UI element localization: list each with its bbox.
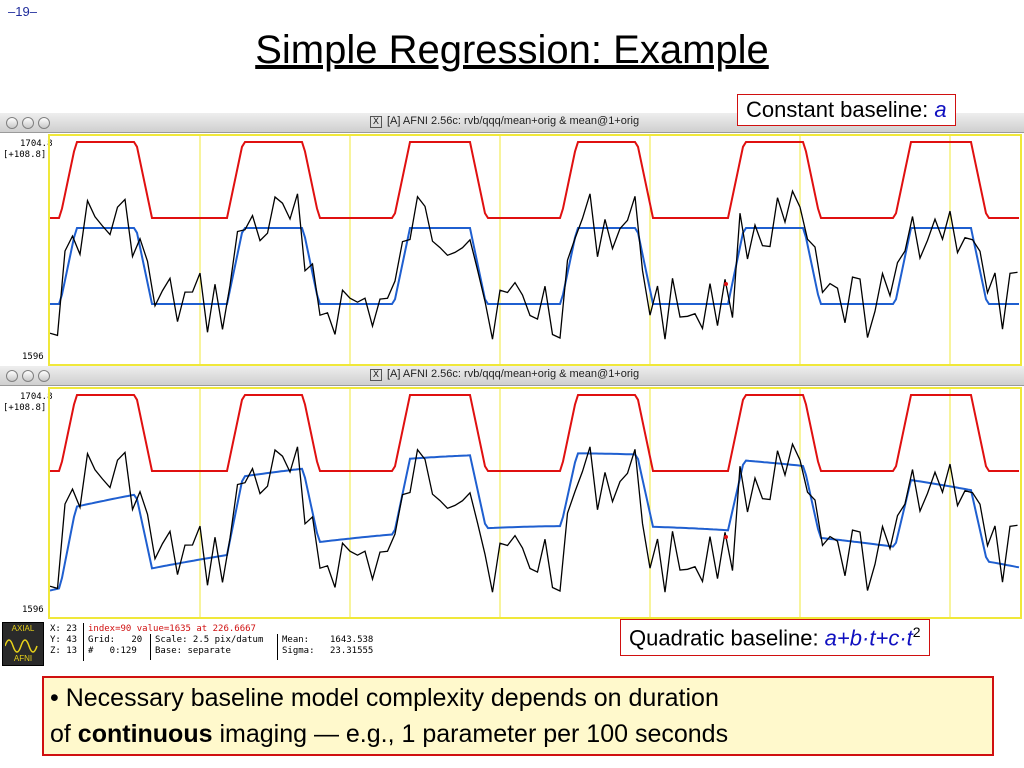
slide-title: Simple Regression: Example	[255, 28, 769, 72]
afni-status-bar: AXIAL AFNI X: 23 Y: 43 Z: 13 index=90 va…	[0, 620, 620, 666]
plus-sign: +	[875, 625, 889, 651]
dot-sign: ·	[862, 625, 870, 651]
data-trace	[49, 189, 1018, 340]
cursor-marker	[724, 535, 728, 539]
note-text: imaging — e.g., 1 parameter per 100 seco…	[212, 720, 729, 748]
stimulus-trace	[50, 394, 1019, 472]
logo-text-top: AXIAL	[11, 624, 35, 633]
y-range-label: [+108.8]	[3, 403, 47, 413]
y-bottom-label: 1596	[22, 605, 44, 615]
window-2-titlebar[interactable]: X [A] AFNI 2.56c: rvb/qqq/mean+orig & mea…	[0, 366, 1024, 386]
callout-label: Constant baseline:	[746, 97, 935, 122]
waveform-icon	[5, 639, 38, 653]
stimulus-trace	[50, 141, 1019, 219]
note-line-2: of continuous imaging — e.g., 1 paramete…	[50, 716, 986, 752]
callout-symbol: a	[934, 97, 947, 122]
x-coordinate: X: 23	[50, 624, 78, 634]
time-series-graph	[49, 136, 1019, 364]
divider	[277, 634, 278, 660]
constant-baseline-callout: Constant baseline: a	[737, 94, 956, 126]
y-coordinate: Y: 43	[50, 635, 78, 645]
mean-value: 1643.538	[330, 635, 374, 645]
base-setting: Base: separate	[155, 646, 231, 656]
note-line-1: • Necessary baseline model complexity de…	[50, 680, 986, 716]
window-2-title: X [A] AFNI 2.56c: rvb/qqq/mean+orig & mea…	[370, 368, 639, 381]
minimize-window-button[interactable]	[22, 117, 34, 129]
y-top-label: 1704.8	[20, 392, 53, 402]
fit-trace	[50, 227, 1019, 305]
zoom-window-button[interactable]	[38, 370, 50, 382]
dot-sign: ·	[899, 625, 907, 651]
data-trace	[49, 442, 1018, 593]
z-coordinate: Z: 13	[50, 646, 78, 656]
graph-panel-2: 1704.8 [+108.8] 1596	[0, 386, 1024, 619]
plus-sign: +	[836, 625, 850, 651]
sigma-label: Sigma:	[282, 646, 315, 656]
x11-icon: X	[370, 369, 382, 381]
cursor-marker	[724, 282, 728, 286]
close-window-button[interactable]	[6, 370, 18, 382]
exponent: 2	[912, 624, 921, 640]
note-emphasis: continuous	[77, 720, 213, 748]
window-2-title-text: [A] AFNI 2.56c: rvb/qqq/mean+orig & mean…	[387, 368, 640, 380]
index-info: index=90 value=1635 at 226.6667	[88, 624, 256, 634]
window-1-title-text: [A] AFNI 2.56c: rvb/qqq/mean+orig & mean…	[387, 115, 640, 127]
divider	[150, 634, 151, 660]
divider	[83, 623, 84, 661]
coef-a: a	[824, 625, 837, 651]
logo-text-bottom: AFNI	[13, 654, 33, 663]
var-t: t	[869, 625, 876, 651]
graph-panel-1: 1704.8 [+108.8] 1596	[0, 133, 1024, 366]
quadratic-baseline-callout: Quadratic baseline: a+b·t+c·t2	[620, 619, 930, 657]
scale-setting: Scale: 2.5 pix/datum	[155, 635, 264, 645]
afni-logo-icon[interactable]: AXIAL AFNI	[2, 622, 44, 666]
time-series-plot-1[interactable]	[48, 134, 1022, 366]
coef-c: c	[888, 625, 900, 651]
coef-b: b	[849, 625, 863, 651]
time-series-graph	[49, 389, 1020, 617]
mean-label: Mean:	[282, 635, 310, 645]
index-range: # 0:129	[88, 646, 137, 656]
note-text: Necessary baseline model complexity depe…	[58, 684, 719, 712]
callout-label: Quadratic baseline:	[629, 625, 825, 651]
summary-note: • Necessary baseline model complexity de…	[42, 676, 994, 756]
y-top-label: 1704.8	[20, 139, 53, 149]
close-window-button[interactable]	[6, 117, 18, 129]
sigma-value: 23.31555	[330, 646, 374, 656]
note-text: of	[50, 720, 78, 748]
minimize-window-button[interactable]	[22, 370, 34, 382]
var-t: t	[906, 625, 913, 651]
y-bottom-label: 1596	[22, 352, 44, 362]
window-1-title: X [A] AFNI 2.56c: rvb/qqq/mean+orig & mea…	[370, 115, 639, 128]
y-range-label: [+108.8]	[3, 150, 47, 160]
zoom-window-button[interactable]	[38, 117, 50, 129]
page-number: –19–	[8, 4, 37, 19]
bullet-icon: •	[50, 684, 59, 712]
grid-setting: Grid: 20	[88, 635, 143, 645]
x11-icon: X	[370, 116, 382, 128]
time-series-plot-2[interactable]	[48, 387, 1022, 619]
